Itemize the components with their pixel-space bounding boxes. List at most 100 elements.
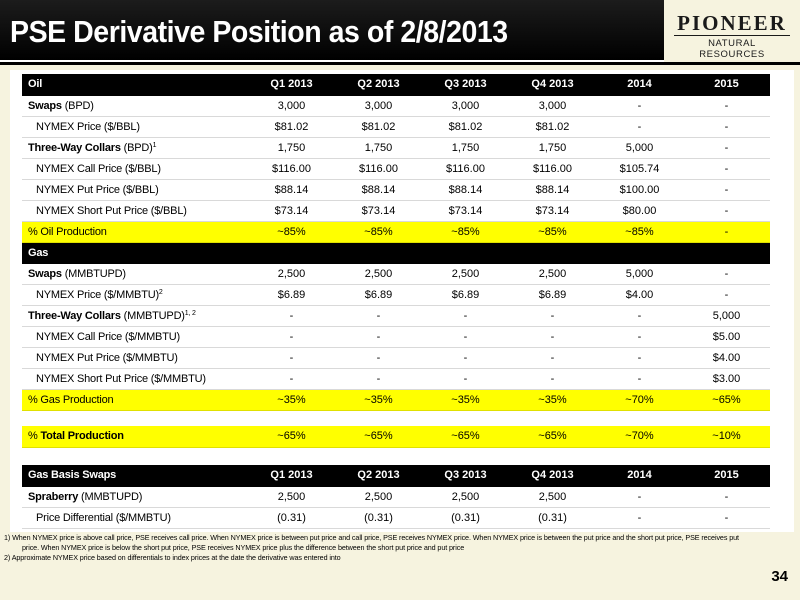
- table-cell: -: [596, 305, 683, 327]
- table-cell: ~70%: [596, 389, 683, 411]
- table-cell: -: [422, 326, 509, 348]
- table-cell: -: [683, 486, 770, 508]
- table-cell: -: [683, 507, 770, 529]
- table-cell: $4.00: [596, 284, 683, 306]
- table-cell: $81.02: [248, 116, 335, 138]
- total-production-row: % Total Production ~65% ~65% ~65% ~65% ~…: [22, 426, 770, 448]
- footnote-ref: 1: [152, 141, 157, 149]
- table-row: Swaps (MMBTUPD) 2,500 2,500 2,500 2,500 …: [22, 263, 770, 285]
- table-cell: 1,750: [248, 137, 335, 159]
- table-cell: ~35%: [248, 389, 335, 411]
- page-title: PSE Derivative Position as of 2/8/2013: [10, 14, 508, 49]
- column-header: Q3 2013: [422, 465, 509, 487]
- table-cell: ~85%: [509, 221, 596, 243]
- row-label-bold: Three-Way Collars: [28, 309, 121, 322]
- table-cell: 1,750: [335, 137, 422, 159]
- row-label: % Oil Production: [22, 221, 248, 243]
- table-cell: $4.00: [683, 347, 770, 369]
- table-cell: -: [683, 116, 770, 138]
- row-label-unit: (MMBTUPD): [78, 490, 143, 503]
- table-cell: $80.00: [596, 200, 683, 222]
- table-cell: ~85%: [596, 221, 683, 243]
- oil-production-row: % Oil Production ~85% ~85% ~85% ~85% ~85…: [22, 221, 770, 243]
- table-cell: -: [248, 305, 335, 327]
- table-cell: (0.31): [248, 507, 335, 529]
- table-cell: 2,500: [509, 486, 596, 508]
- table-cell: $116.00: [509, 158, 596, 180]
- table-cell: 5,000: [683, 305, 770, 327]
- table-cell: -: [335, 326, 422, 348]
- column-header: 2015: [683, 465, 770, 487]
- table-row: Three-Way Collars (MMBTUPD)1, 2 - - - - …: [22, 305, 770, 327]
- table-cell: -: [509, 326, 596, 348]
- table-cell: -: [596, 95, 683, 117]
- table-cell: -: [683, 263, 770, 285]
- table-cell: -: [683, 179, 770, 201]
- title-bar: PSE Derivative Position as of 2/8/2013: [0, 0, 664, 62]
- table-cell: -: [596, 326, 683, 348]
- table-cell: ~85%: [422, 221, 509, 243]
- column-header: Q1 2013: [248, 465, 335, 487]
- table-cell: ~35%: [335, 389, 422, 411]
- row-label: NYMEX Call Price ($/MMBTU): [22, 326, 248, 348]
- row-label-prefix: %: [28, 430, 41, 443]
- footnote-ref: 1, 2: [184, 309, 196, 317]
- row-label: NYMEX Price ($/MMBTU)2: [22, 284, 248, 306]
- column-header: Q1 2013: [248, 74, 335, 96]
- table-cell: $100.00: [596, 179, 683, 201]
- table-cell: ~65%: [335, 426, 422, 448]
- table-cell: $6.89: [248, 284, 335, 306]
- table-cell: -: [335, 368, 422, 390]
- footnotes: 1) When NYMEX price is above call price,…: [4, 533, 794, 563]
- table-cell: -: [509, 347, 596, 369]
- table-cell: $81.02: [335, 116, 422, 138]
- oil-header-row: Oil Q1 2013 Q2 2013 Q3 2013 Q4 2013 2014…: [22, 74, 770, 96]
- table-cell: $116.00: [422, 158, 509, 180]
- table-cell: $88.14: [509, 179, 596, 201]
- gas-section-label: Gas: [22, 242, 248, 264]
- table-cell: 5,000: [596, 137, 683, 159]
- row-label-unit: (BPD): [120, 141, 153, 154]
- table-cell: ~65%: [683, 389, 770, 411]
- table-row: Three-Way Collars (BPD)1 1,750 1,750 1,7…: [22, 137, 770, 159]
- table-cell: 2,500: [248, 486, 335, 508]
- company-logo: PIONEER NATURAL RESOURCES: [668, 12, 796, 60]
- table-row: NYMEX Short Put Price ($/BBL) $73.14 $73…: [22, 200, 770, 222]
- gas-production-row: % Gas Production ~35% ~35% ~35% ~35% ~70…: [22, 389, 770, 411]
- footnote-2: 2) Approximate NYMEX price based on diff…: [4, 553, 341, 562]
- table-cell: $73.14: [509, 200, 596, 222]
- table-cell: $73.14: [422, 200, 509, 222]
- table-cell: -: [335, 305, 422, 327]
- table-cell: -: [596, 368, 683, 390]
- table-cell: ~65%: [248, 426, 335, 448]
- column-header: Q4 2013: [509, 465, 596, 487]
- table-cell: 2,500: [335, 263, 422, 285]
- column-header: 2014: [596, 465, 683, 487]
- column-header: Q4 2013: [509, 74, 596, 96]
- table-cell: -: [683, 221, 770, 243]
- row-label-unit: (MMBTUPD): [120, 309, 185, 322]
- row-label-bold: Three-Way Collars: [28, 141, 121, 154]
- table-cell: 1,750: [422, 137, 509, 159]
- table-cell: 2,500: [248, 263, 335, 285]
- column-header: 2015: [683, 74, 770, 96]
- footnote-ref: 2: [158, 288, 163, 296]
- column-header: 2014: [596, 74, 683, 96]
- row-label: Three-Way Collars (MMBTUPD)1, 2: [22, 305, 248, 327]
- table-cell: -: [596, 486, 683, 508]
- table-cell: $6.89: [335, 284, 422, 306]
- gas-header-row: Gas: [22, 242, 770, 264]
- table-row: NYMEX Price ($/BBL) $81.02 $81.02 $81.02…: [22, 116, 770, 138]
- table-row: NYMEX Put Price ($/BBL) $88.14 $88.14 $8…: [22, 179, 770, 201]
- table-row: NYMEX Short Put Price ($/MMBTU) - - - - …: [22, 368, 770, 390]
- row-label: Spraberry (MMBTUPD): [22, 486, 248, 508]
- table-cell: -: [596, 116, 683, 138]
- table-cell: ~65%: [422, 426, 509, 448]
- table-cell: $3.00: [683, 368, 770, 390]
- table-cell: -: [248, 326, 335, 348]
- row-label: NYMEX Put Price ($/MMBTU): [22, 347, 248, 369]
- derivative-table: Oil Q1 2013 Q2 2013 Q3 2013 Q4 2013 2014…: [22, 74, 770, 529]
- table-cell: $6.89: [509, 284, 596, 306]
- column-header: Q2 2013: [335, 465, 422, 487]
- table-row: NYMEX Call Price ($/MMBTU) - - - - - $5.…: [22, 326, 770, 348]
